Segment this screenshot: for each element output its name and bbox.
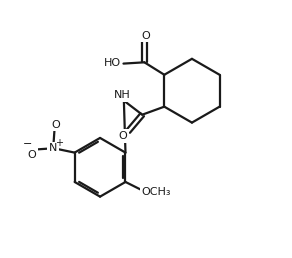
Text: O: O: [51, 120, 60, 130]
Text: HO: HO: [103, 58, 121, 68]
Text: NH: NH: [114, 90, 131, 100]
Text: N: N: [49, 143, 58, 153]
Text: O: O: [27, 150, 36, 160]
Text: O: O: [118, 131, 127, 141]
Text: O: O: [141, 31, 150, 41]
Text: +: +: [55, 138, 63, 148]
Text: −: −: [23, 139, 32, 149]
Text: OCH₃: OCH₃: [142, 187, 171, 197]
